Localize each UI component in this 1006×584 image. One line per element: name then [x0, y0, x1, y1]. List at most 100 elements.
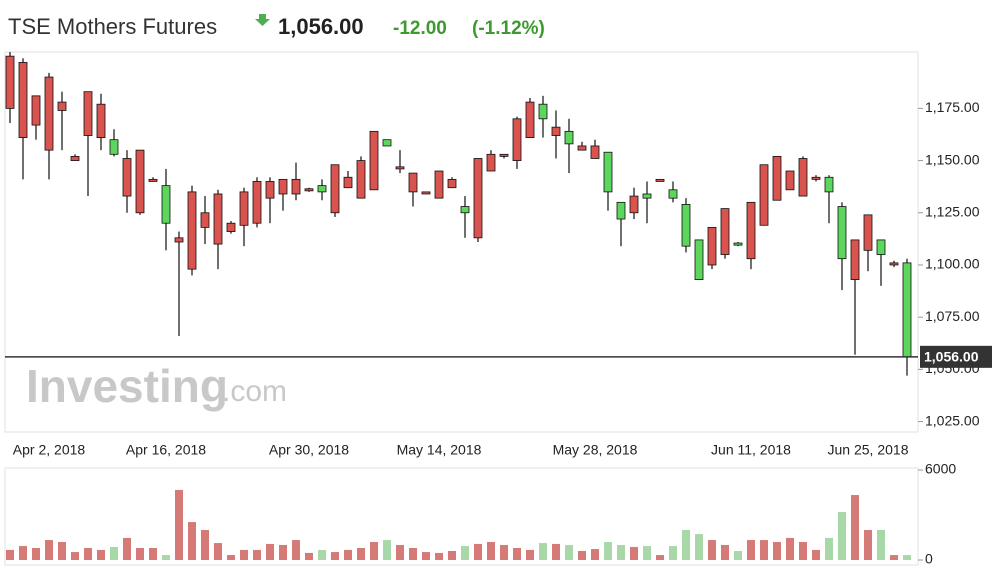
- volume-bar: [45, 540, 53, 560]
- volume-bar: [812, 549, 820, 560]
- candle-body: [642, 193, 652, 199]
- volume-bar: [32, 548, 40, 560]
- x-tick-label: Apr 2, 2018: [13, 442, 86, 458]
- candle-body: [44, 76, 54, 151]
- volume-bar: [318, 549, 326, 560]
- volume-bar: [266, 543, 274, 560]
- candle-body: [538, 103, 548, 120]
- volume-bar: [6, 549, 14, 560]
- candle-body: [590, 145, 600, 159]
- volume-bar: [422, 552, 430, 560]
- volume-bar: [136, 548, 144, 560]
- volume-bar: [305, 552, 313, 560]
- volume-bar: [162, 555, 170, 560]
- volume-tick-label: 6000: [925, 461, 956, 477]
- candle-body: [863, 214, 873, 251]
- candle-body: [278, 178, 288, 195]
- volume-bar: [786, 537, 794, 560]
- candle-body: [746, 201, 756, 260]
- plot-frame: [4, 51, 919, 433]
- y-tick-label: 1,075.00: [925, 308, 980, 324]
- candle-body: [122, 158, 132, 197]
- y-tick-label: 1,100.00: [925, 256, 980, 272]
- candle-body: [694, 239, 704, 280]
- last-price-badge: [920, 345, 992, 368]
- volume-bar: [565, 545, 573, 560]
- volume-bar: [370, 542, 378, 560]
- candle-body: [369, 130, 379, 191]
- watermark: Investing: [26, 360, 228, 412]
- candle-body: [824, 176, 834, 193]
- candle-body: [148, 178, 158, 182]
- candle-body: [720, 208, 730, 255]
- candle-body: [31, 95, 41, 126]
- y-tick-label: 1,025.00: [925, 412, 980, 428]
- candle-body: [733, 242, 743, 246]
- candle-body: [564, 130, 574, 145]
- volume-bar: [617, 545, 625, 560]
- candle-body: [109, 139, 119, 155]
- volume-bar: [513, 548, 521, 560]
- volume-bar: [734, 551, 742, 560]
- volume-bar: [825, 537, 833, 560]
- title: TSE Mothers Futures: [8, 14, 217, 39]
- change-pct: (-1.12%): [472, 18, 545, 39]
- candle-body: [317, 185, 327, 193]
- candle-body: [577, 145, 587, 151]
- x-tick-label: Jun 11, 2018: [711, 442, 791, 458]
- candle-body: [265, 181, 275, 199]
- candle-body: [668, 189, 678, 199]
- volume-frame: [4, 467, 919, 566]
- volume-bar: [110, 546, 118, 560]
- volume-bar: [773, 542, 781, 560]
- candle-body: [421, 191, 431, 195]
- candle-body: [239, 191, 249, 226]
- volume-bar: [448, 551, 456, 560]
- candle-body: [486, 153, 496, 172]
- volume-bar: [591, 549, 599, 560]
- candle-body: [213, 193, 223, 245]
- candle-body: [837, 206, 847, 260]
- volume-bar: [253, 549, 261, 560]
- candle-body: [135, 149, 145, 214]
- candle-body: [447, 178, 457, 189]
- candle-body: [629, 195, 639, 214]
- x-tick-label: May 14, 2018: [397, 442, 482, 458]
- volume-bar: [227, 555, 235, 560]
- watermark: .com: [222, 375, 287, 408]
- candle-body: [707, 226, 717, 266]
- candle-body: [655, 178, 665, 182]
- candle-body: [187, 191, 197, 270]
- volume-bar: [357, 548, 365, 560]
- change: -12.00: [393, 18, 447, 39]
- candle-body: [304, 188, 314, 192]
- candle-body: [343, 176, 353, 189]
- candle-body: [473, 158, 483, 239]
- candle-body: [525, 101, 535, 139]
- candle-body: [460, 206, 470, 214]
- candle-body: [18, 62, 28, 139]
- volume-bar: [630, 546, 638, 560]
- volume-bar: [799, 542, 807, 560]
- candle-body: [252, 181, 262, 224]
- volume-bar: [747, 540, 755, 560]
- candle-body: [200, 212, 210, 228]
- volume-bar: [214, 543, 222, 560]
- candle-body: [356, 160, 366, 199]
- x-tick-label: May 28, 2018: [553, 442, 638, 458]
- candle-body: [408, 172, 418, 193]
- candle-body: [772, 155, 782, 201]
- volume-bar: [201, 530, 209, 560]
- candle-body: [785, 170, 795, 191]
- candle-body: [57, 101, 67, 111]
- volume-bar: [396, 545, 404, 560]
- volume-bar: [669, 546, 677, 560]
- volume-bar: [240, 549, 248, 560]
- candle-body: [96, 103, 106, 139]
- candle-body: [811, 176, 821, 180]
- volume-bar: [123, 537, 131, 560]
- candle-body: [291, 178, 301, 195]
- candle-body: [226, 222, 236, 232]
- x-tick-label: Apr 30, 2018: [269, 442, 349, 458]
